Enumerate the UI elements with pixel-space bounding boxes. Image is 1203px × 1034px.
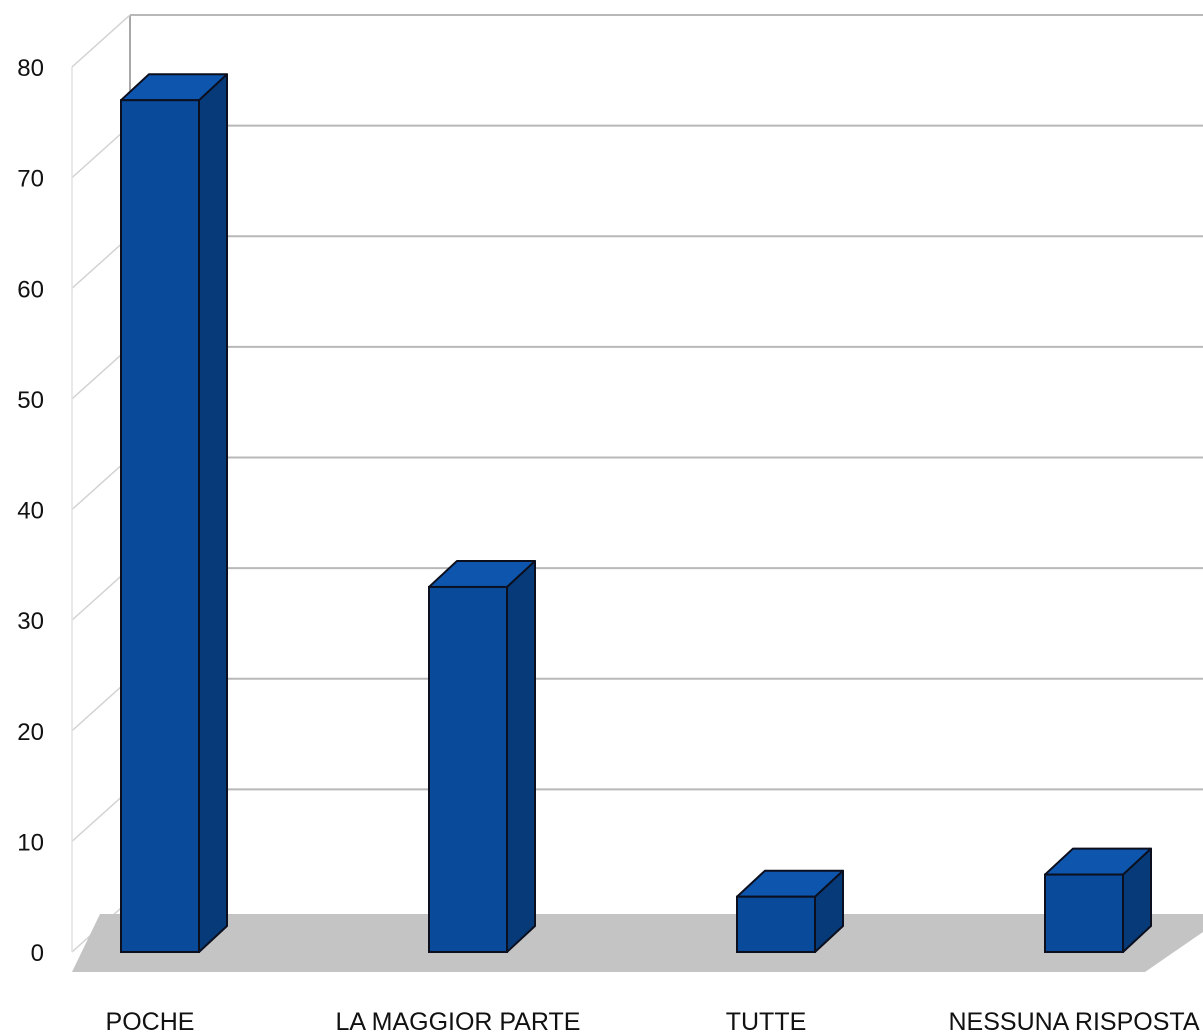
x-axis-category-labels: POCHE LA MAGGIOR PARTE TUTTE NESSUNA RISPOS… — [106, 1008, 1200, 1034]
y-tick-label: 40 — [17, 498, 44, 525]
x-category-label: NESSUNA RISPOSTA — [949, 1008, 1200, 1034]
y-tick-label: 30 — [17, 608, 44, 635]
bar-front — [428, 585, 508, 953]
x-category-label: TUTTE — [726, 1008, 807, 1034]
back-wall-gridlines — [129, 14, 1203, 900]
y-tick-label: 20 — [17, 719, 44, 746]
bar-front — [120, 99, 200, 953]
y-tick-label: 10 — [17, 829, 44, 856]
chart-floor — [72, 914, 1203, 972]
x-category-label: POCHE — [106, 1008, 195, 1034]
y-axis-tick-labels: 0 10 20 30 40 50 60 70 80 — [17, 55, 44, 967]
bar — [736, 869, 844, 953]
x-category-label: LA MAGGIOR PARTE — [336, 1008, 581, 1034]
side-wall-line — [71, 14, 131, 68]
bar-side — [198, 73, 228, 953]
y-tick-label: 80 — [17, 55, 44, 82]
bar — [1044, 847, 1152, 953]
y-tick-label: 60 — [17, 276, 44, 303]
y-tick-label: 0 — [31, 940, 44, 967]
bars — [120, 73, 1152, 953]
bar-side — [506, 559, 536, 953]
bar-front — [1044, 873, 1124, 953]
y-tick-label: 50 — [17, 387, 44, 414]
bar — [120, 73, 228, 953]
y-tick-label: 70 — [17, 166, 44, 193]
bar-front — [736, 895, 816, 953]
bar — [428, 559, 536, 953]
